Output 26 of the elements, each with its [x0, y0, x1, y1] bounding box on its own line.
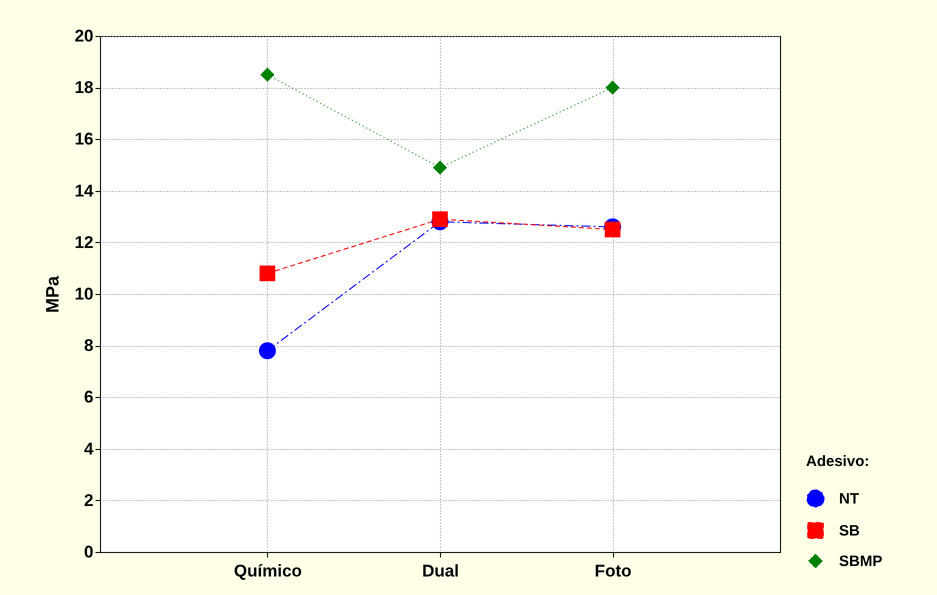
- point: [260, 266, 276, 282]
- x-tick-label: Foto: [594, 562, 632, 580]
- y-tick-label: 14: [74, 181, 94, 200]
- y-tick-label: 0: [84, 542, 94, 562]
- y-tick-label: 10: [74, 284, 94, 304]
- y-tick-label: 6: [84, 388, 94, 407]
- point: [432, 211, 448, 228]
- legend-label: SBMP: [839, 553, 882, 570]
- y-tick-label: 20: [74, 26, 94, 46]
- point: [260, 68, 274, 82]
- legend-label: NT: [839, 490, 859, 508]
- y-tick-label: 8: [84, 336, 94, 356]
- point: [606, 80, 620, 95]
- point: [432, 160, 448, 175]
- point: [604, 222, 620, 238]
- x-tick-label: Dual: [422, 562, 459, 580]
- y-tick-label: 12: [74, 232, 94, 252]
- y-tick-label: 18: [74, 78, 94, 98]
- legend-label: SB: [839, 522, 860, 540]
- y-tick-label: 2: [84, 490, 94, 510]
- y-axis-title: MPa: [42, 275, 63, 314]
- legend-title: Adesivo:: [806, 453, 870, 470]
- y-tick-label: 4: [84, 439, 94, 458]
- x-tick-label: Químico: [234, 562, 302, 580]
- point: [258, 342, 276, 360]
- y-tick-label: 16: [74, 130, 94, 149]
